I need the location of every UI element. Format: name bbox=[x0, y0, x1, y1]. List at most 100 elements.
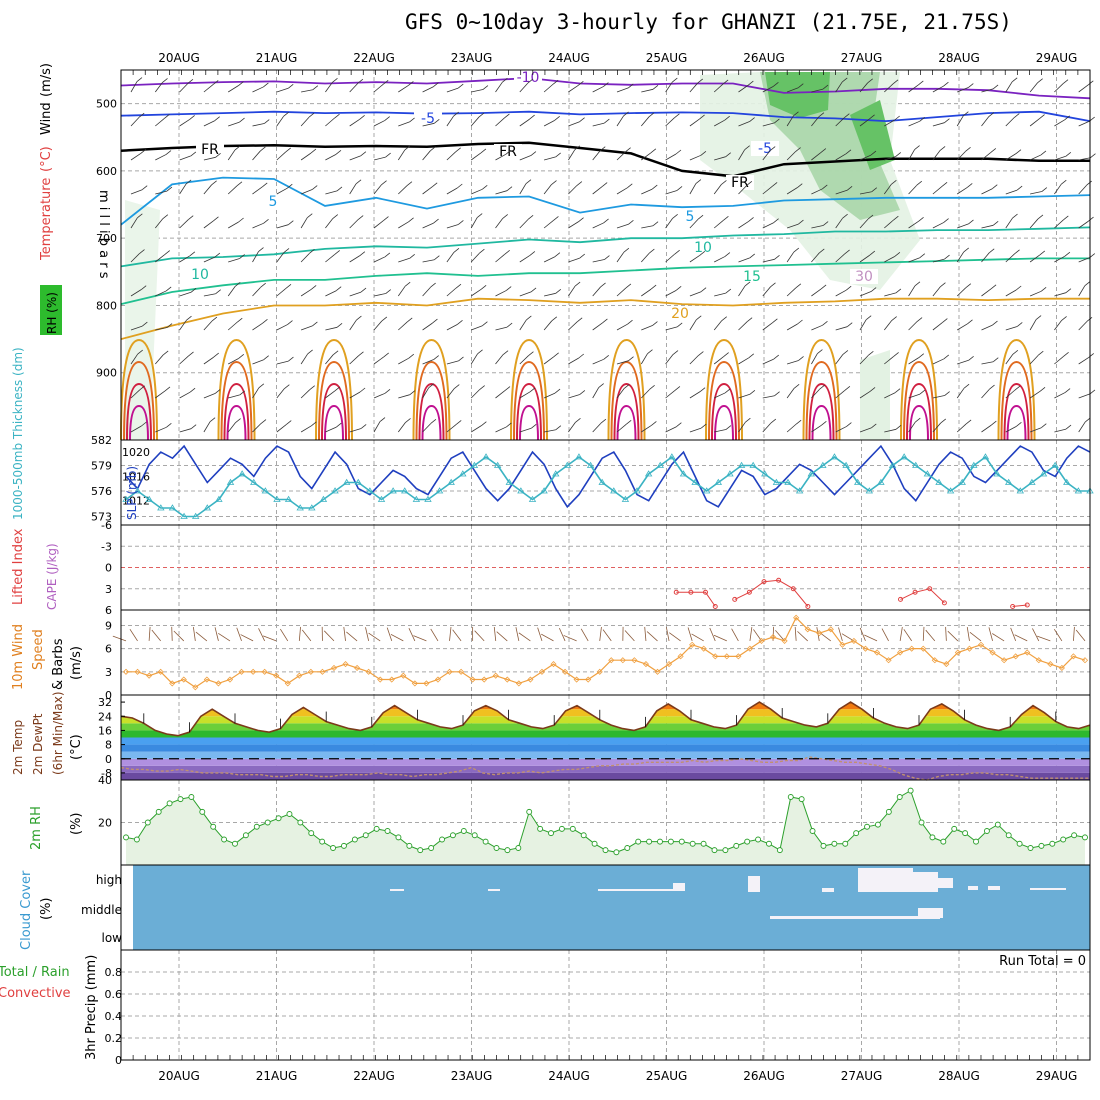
thickness-point bbox=[795, 487, 804, 494]
surface-wind-barb bbox=[192, 626, 196, 641]
wind-barb bbox=[227, 286, 236, 297]
wind-barb bbox=[130, 189, 143, 195]
wind-barb bbox=[592, 422, 602, 433]
wind-barb-flag bbox=[967, 319, 973, 325]
rh-point bbox=[330, 845, 337, 851]
wind-speed-point bbox=[365, 668, 372, 675]
wind-barb bbox=[859, 154, 872, 161]
contour-label: -5 bbox=[758, 141, 772, 157]
rh-point bbox=[166, 800, 173, 807]
wind-barb bbox=[398, 321, 408, 331]
wind-barb bbox=[592, 387, 600, 399]
temperature-contour bbox=[1003, 382, 1030, 441]
wind-barb-flag bbox=[505, 149, 512, 155]
wind-barb bbox=[203, 421, 211, 433]
wind-barb bbox=[155, 154, 167, 161]
wind-speed-point bbox=[977, 641, 985, 648]
wind-barb-flag bbox=[261, 182, 268, 188]
lifted-index-point bbox=[761, 579, 767, 585]
wind-barb bbox=[1054, 155, 1066, 161]
rh-shade-bottom bbox=[860, 350, 890, 440]
wind-barb-flag bbox=[1062, 79, 1069, 84]
cloud-patch bbox=[598, 889, 673, 891]
wind-barb bbox=[714, 256, 726, 263]
wind-speed-point bbox=[596, 668, 603, 675]
lifted-index-point bbox=[1024, 602, 1030, 608]
wind-barb-flag bbox=[453, 247, 460, 253]
wind-barb-flag bbox=[628, 356, 634, 362]
rh-point bbox=[1060, 836, 1067, 843]
wind-barb bbox=[835, 81, 843, 93]
wind-barb bbox=[470, 252, 480, 263]
wind-barb bbox=[835, 153, 847, 161]
lifted-index-point bbox=[712, 603, 718, 609]
wind-barb bbox=[422, 222, 434, 229]
wind-barb-flag bbox=[551, 180, 557, 185]
wind-barb bbox=[227, 185, 238, 195]
temp-color-band bbox=[121, 772, 1090, 780]
wind-barb bbox=[1029, 427, 1042, 433]
wind-barb-flag bbox=[408, 217, 414, 223]
wind-barb bbox=[689, 183, 697, 195]
wind-barb bbox=[981, 152, 992, 161]
temperature-contour bbox=[802, 338, 841, 441]
temp-color-band bbox=[121, 765, 1090, 773]
wind-barb-flag bbox=[965, 147, 971, 152]
isotherm-line bbox=[120, 176, 1091, 226]
wind-barb bbox=[300, 353, 308, 365]
temperature-contour bbox=[1000, 360, 1033, 441]
wind-barb bbox=[203, 293, 216, 297]
wind-barb bbox=[1078, 421, 1086, 433]
wind-barb bbox=[1005, 217, 1013, 229]
wind-barb-flag bbox=[164, 386, 171, 392]
rh-point bbox=[286, 811, 293, 817]
temperature-contour bbox=[513, 360, 545, 441]
temp-color-band bbox=[121, 695, 1090, 702]
wind-barb-flag bbox=[165, 150, 172, 155]
wind-barb bbox=[276, 187, 288, 195]
wind-barb bbox=[373, 293, 386, 297]
wind-barb bbox=[1005, 81, 1013, 93]
wind-barb bbox=[908, 357, 919, 365]
surface-wind-barb bbox=[112, 635, 127, 642]
wind-barb bbox=[762, 222, 774, 229]
wind-speed-point bbox=[827, 626, 834, 633]
wind-barb-flag bbox=[891, 179, 897, 185]
wind-barb-flag bbox=[434, 118, 440, 124]
rh-point bbox=[1049, 840, 1056, 847]
wind-barb-flag bbox=[382, 79, 389, 85]
wind-barb-flag bbox=[941, 181, 948, 187]
wind-barb-flag bbox=[209, 417, 216, 423]
temp-tick-label: 0 bbox=[105, 753, 112, 766]
wind-speed-point bbox=[1070, 653, 1077, 660]
surface-wind-barb bbox=[262, 635, 277, 642]
wind-speed-point bbox=[192, 684, 199, 691]
temp-tick-label: -8 bbox=[101, 767, 112, 780]
wind-barb bbox=[470, 116, 480, 127]
thickness-point bbox=[122, 495, 130, 502]
wind-speed-point bbox=[423, 680, 430, 687]
wind-barb bbox=[495, 426, 507, 433]
temp-color-band bbox=[121, 737, 1090, 745]
wind-barb bbox=[252, 123, 265, 127]
wind-speed-point bbox=[712, 653, 719, 660]
wind-barb-flag bbox=[574, 145, 581, 151]
wind-barb-flag bbox=[555, 288, 562, 294]
wind-barb-flag bbox=[286, 420, 292, 425]
wind-barb bbox=[641, 152, 652, 161]
lifted-index-point bbox=[703, 589, 708, 595]
wind-barb-flag bbox=[674, 113, 680, 119]
wind-barb bbox=[956, 323, 968, 331]
temperature-contour bbox=[510, 338, 548, 441]
wind-speed-point bbox=[989, 649, 996, 656]
wind-barb-flag bbox=[623, 111, 629, 117]
date-label-bottom: 21AUG bbox=[256, 1069, 298, 1083]
wind-barb-flag bbox=[891, 316, 897, 321]
wind-speed-point bbox=[411, 680, 418, 687]
wind-speed-point bbox=[527, 676, 534, 683]
wind-speed-point bbox=[1001, 657, 1008, 664]
wind-units-group: (m/s) bbox=[69, 646, 84, 680]
wind-barb bbox=[519, 391, 531, 399]
wind-barb-flag bbox=[188, 351, 194, 357]
surface-wind-barb bbox=[881, 628, 889, 642]
